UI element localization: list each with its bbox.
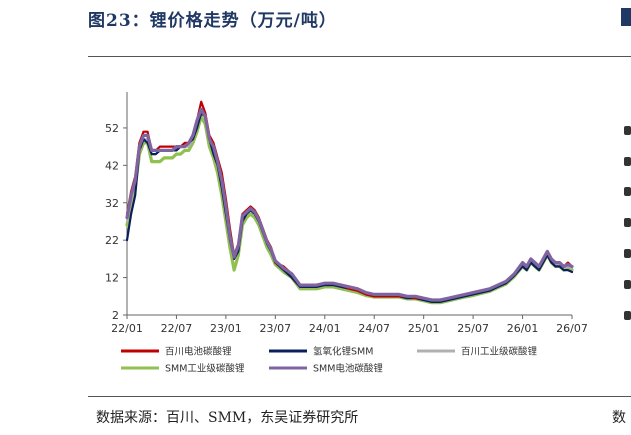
x-tick-label: 22/01 <box>111 322 143 335</box>
y-tick-label: 2 <box>112 309 119 322</box>
x-tick-label: 22/07 <box>161 322 193 335</box>
x-tick-label: 26/07 <box>556 322 588 335</box>
series-lines <box>125 100 574 305</box>
legend-label: SMM工业级碳酸锂 <box>165 363 245 375</box>
cropped-marker <box>624 157 631 166</box>
x-tick-label: 24/01 <box>309 322 341 335</box>
legend-label: 百川工业级碳酸锂 <box>461 346 538 358</box>
top-rule <box>88 56 631 57</box>
bottom-rule <box>88 396 631 397</box>
y-tick-label: 22 <box>105 234 119 247</box>
cropped-marker <box>624 187 631 196</box>
legend-label: SMM电池碳酸锂 <box>313 363 383 375</box>
cropped-marker <box>624 218 631 227</box>
y-tick-label: 32 <box>105 197 119 210</box>
legend: 百川电池碳酸锂 氢氧化锂SMM 百川工业级碳酸锂 SMM工业级碳酸锂 SMM电池碳酸锂 <box>121 346 538 375</box>
cropped-marker <box>624 249 631 258</box>
legend-label: 百川电池碳酸锂 <box>165 346 232 358</box>
axes: 2 12 22 32 42 52 22/01 22/07 23/01 23/07 24/01 24/0… <box>105 92 588 335</box>
x-tick-label: 26/01 <box>507 322 539 335</box>
legend-label: 氢氧化锂SMM <box>313 346 373 358</box>
x-tick-label: 25/07 <box>457 322 489 335</box>
series-line-4 <box>125 115 574 305</box>
cropped-marker <box>624 280 631 289</box>
y-tick-label: 12 <box>105 272 119 285</box>
chart-title: 图23：锂价格走势（万元/吨） <box>88 11 337 31</box>
series-line-5 <box>125 107 574 302</box>
x-tick-label: 25/01 <box>408 322 440 335</box>
x-tick-label: 24/07 <box>358 322 390 335</box>
y-tick-label: 42 <box>105 159 119 172</box>
x-tick-label: 23/01 <box>210 322 242 335</box>
source-note: 数据来源：百川、SMM，东吴证券研究所 <box>96 410 359 426</box>
y-tick-label: 52 <box>105 122 119 135</box>
cropped-marker <box>624 126 631 135</box>
right-edge-mark <box>621 8 631 26</box>
source-note-cut: 数 <box>612 410 626 426</box>
cropped-marker <box>624 311 631 320</box>
x-tick-label: 23/07 <box>259 322 291 335</box>
